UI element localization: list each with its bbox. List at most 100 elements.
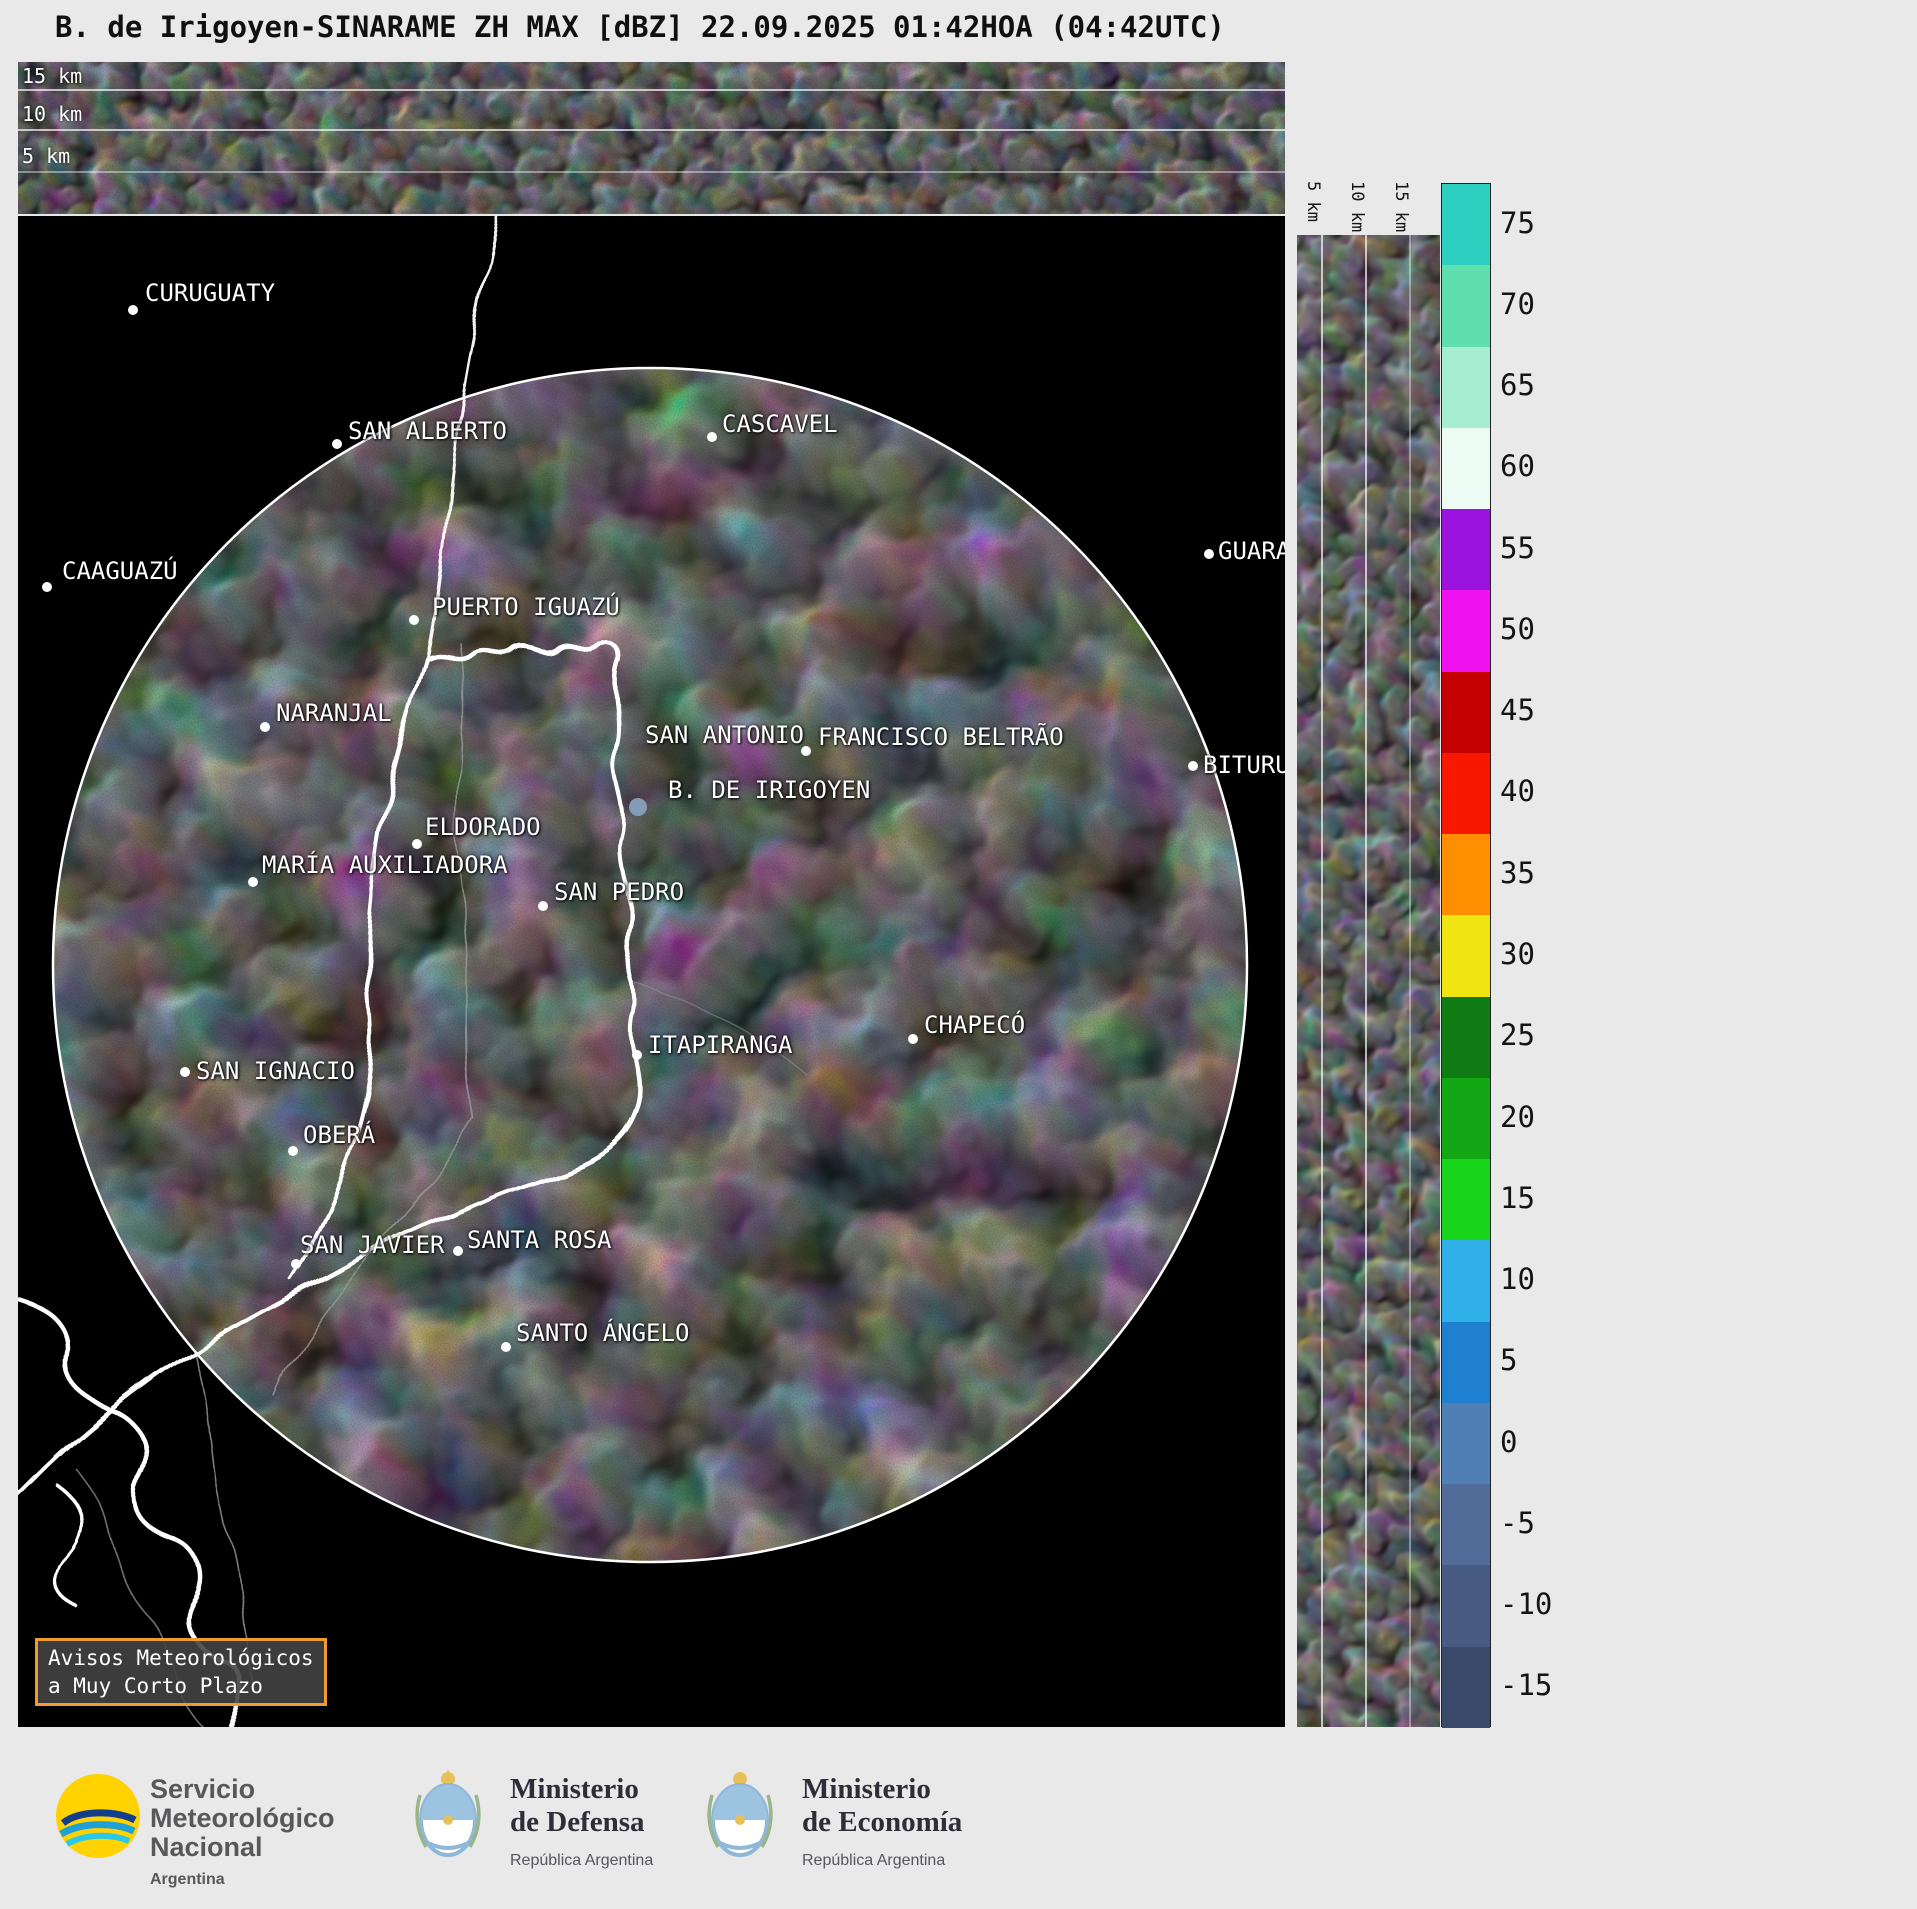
radar-echo-art	[18, 216, 1285, 1727]
city-label: OBERÁ	[303, 1121, 376, 1149]
right-cross-section-labels: 5 km 10 km 15 km	[1297, 181, 1440, 233]
colorbar-segment	[1442, 265, 1490, 347]
defensa-subtitle: República Argentina	[510, 1852, 654, 1869]
smn-wordmark: Servicio Meteorológico Nacional Argentin…	[150, 1775, 335, 1894]
city-label: MARÍA AUXILIADORA	[262, 851, 508, 879]
colorbar-labels: 75 70 65 60 55 50 45 40 35 30 25 20 15 10 5 0 -5 -10 -15	[1500, 183, 1580, 1727]
altitude-label-15km: 15 km	[22, 64, 83, 88]
colorbar-segment	[1442, 590, 1490, 672]
avisos-box[interactable]: Avisos Meteorológicos a Muy Corto Plazo	[35, 1638, 327, 1706]
footer: Servicio Meteorológico Nacional Argentin…	[0, 1745, 1917, 1909]
colorbar-tick-label: 35	[1500, 855, 1535, 890]
colorbar-tick-label: 70	[1500, 286, 1535, 321]
avisos-line-1: Avisos Meteorológicos	[48, 1646, 314, 1670]
city-label: FRANCISCO BELTRÃO	[818, 723, 1064, 751]
colorbar-segment	[1442, 1402, 1490, 1484]
city-label: B. DE IRIGOYEN	[668, 776, 871, 804]
city-dot	[288, 1146, 298, 1156]
colorbar-tick-label: -5	[1500, 1505, 1535, 1540]
colorbar-segment	[1442, 1240, 1490, 1322]
city-label: CASCAVEL	[722, 410, 838, 438]
city-label: SAN ALBERTO	[348, 417, 507, 445]
city-dot	[801, 746, 811, 756]
city-label: BITURU	[1203, 751, 1285, 779]
city-dot	[908, 1034, 918, 1044]
colorbar-tick-label: -15	[1500, 1668, 1553, 1703]
top-cross-section: 15 km 10 km 5 km	[18, 62, 1285, 214]
city-dot	[128, 305, 138, 315]
colorbar-segment	[1442, 671, 1490, 753]
colorbar-segment	[1442, 752, 1490, 834]
colorbar-segment	[1442, 1077, 1490, 1159]
smn-logo	[56, 1774, 140, 1858]
city-dot	[180, 1067, 190, 1077]
city-dot	[42, 582, 52, 592]
city-label: CAAGUAZÚ	[62, 557, 178, 585]
economia-coat-of-arms	[707, 1772, 773, 1857]
smn-country: Argentina	[150, 1871, 225, 1888]
city-label: SANTA ROSA	[467, 1226, 612, 1254]
city-dot	[1204, 549, 1214, 559]
colorbar-segment	[1442, 427, 1490, 509]
right-cross-section-art	[1297, 235, 1440, 1727]
altitude-label-5km-v: 5 km	[1303, 181, 1323, 222]
colorbar-segment	[1442, 996, 1490, 1078]
colorbar-tick-label: 30	[1500, 937, 1535, 971]
city-dot	[412, 839, 422, 849]
city-label: SAN ANTONIO	[645, 721, 804, 749]
colorbar-tick-label: 0	[1500, 1424, 1518, 1459]
economia-subtitle: República Argentina	[802, 1852, 946, 1869]
city-dot	[501, 1342, 511, 1352]
city-label: GUARA	[1218, 537, 1285, 565]
city-label: SAN IGNACIO	[196, 1057, 355, 1085]
colorbar-tick-label: 15	[1500, 1180, 1535, 1215]
colorbar-tick-label: 60	[1500, 449, 1535, 484]
defensa-wordmark: Ministerio de Defensa República Argentin…	[510, 1773, 653, 1877]
colorbar-segment	[1442, 834, 1490, 916]
colorbar-segment	[1442, 184, 1490, 266]
altitude-label-5km: 5 km	[22, 144, 71, 168]
colorbar-tick-label: 55	[1500, 530, 1535, 565]
range-ring	[51, 366, 1249, 1564]
city-label: ELDORADO	[425, 813, 541, 841]
page-title: B. de Irigoyen-SINARAME ZH MAX [dBZ] 22.…	[55, 10, 1225, 44]
city-label: NARANJAL	[276, 699, 392, 727]
right-cross-section	[1297, 235, 1440, 1727]
colorbar-segment	[1442, 346, 1490, 428]
altitude-label-10km: 10 km	[22, 102, 83, 126]
altitude-label-15km-v: 15 km	[1391, 181, 1411, 233]
colorbar-tick-label: 20	[1500, 1099, 1535, 1134]
colorbar-segment	[1442, 915, 1490, 997]
colorbar-tick-label: 40	[1500, 774, 1535, 809]
colorbar-segments	[1442, 184, 1490, 1728]
defensa-coat-of-arms	[415, 1769, 481, 1857]
city-dot	[248, 877, 258, 887]
city-dot	[260, 722, 270, 732]
city-label: PUERTO IGUAZÚ	[432, 593, 620, 621]
radar-site-dot	[629, 798, 647, 816]
colorbar-tick-label: 10	[1500, 1262, 1535, 1297]
city-dot	[707, 432, 717, 442]
colorbar-segment	[1442, 1646, 1490, 1728]
radar-main-view: CURUGUATY SAN ALBERTO CASCAVEL CAAGUAZÚ PUER…	[18, 216, 1285, 1727]
avisos-line-2: a Muy Corto Plazo	[48, 1674, 263, 1698]
city-label: SAN JAVIER	[300, 1231, 445, 1259]
altitude-label-10km-v: 10 km	[1347, 181, 1367, 233]
city-dot	[453, 1246, 463, 1256]
top-cross-section-art	[18, 62, 1285, 214]
city-dot	[332, 439, 342, 449]
city-dot	[632, 1050, 642, 1060]
colorbar-segment	[1442, 1484, 1490, 1566]
city-label: ITAPIRANGA	[648, 1031, 793, 1059]
city-dot	[291, 1259, 301, 1269]
city-label: SANTO ÁNGELO	[516, 1319, 690, 1347]
economia-wordmark: Ministerio de Economía República Argenti…	[802, 1773, 962, 1877]
city-label: CURUGUATY	[145, 279, 276, 307]
colorbar-segment	[1442, 509, 1490, 591]
colorbar-segment	[1442, 1565, 1490, 1647]
colorbar-tick-label: 25	[1500, 1018, 1535, 1053]
city-label: CHAPECÓ	[924, 1011, 1026, 1039]
city-layer: CURUGUATY SAN ALBERTO CASCAVEL CAAGUAZÚ PUER…	[18, 216, 1285, 1727]
city-dot	[409, 615, 419, 625]
